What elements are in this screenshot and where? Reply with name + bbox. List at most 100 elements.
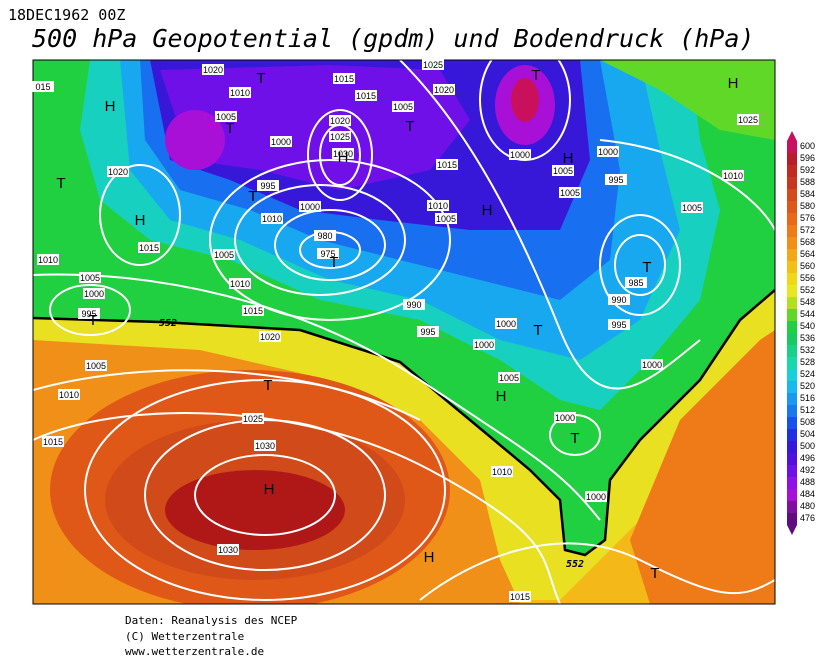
label-box [242,413,264,424]
label-box [433,84,455,95]
isobar-value: 1020 [330,116,350,126]
pressure-center: H [482,202,493,219]
colorbar-swatch [787,177,797,189]
label-box [329,131,351,142]
pressure-center: H [496,388,507,405]
label-box [608,319,630,330]
colorbar-swatch [787,369,797,381]
colorbar-label: 520 [800,381,815,391]
label-box [270,136,292,147]
label-box [257,180,279,191]
isobar-value: 1000 [300,202,320,212]
isobar-label: 1030 [254,440,276,451]
isobar-label: 1015 [436,159,458,170]
label-box [355,90,377,101]
label-box [333,73,355,84]
isobar-value: 1025 [243,414,263,424]
isobar-label: 1000 [554,412,576,423]
isobar-label: 1000 [270,136,292,147]
label-box [509,149,531,160]
field-band [511,78,539,122]
isobar-label: 1030 [217,544,239,555]
colorbar-label: 584 [800,189,815,199]
label-box [138,242,160,253]
isobar-value: 1020 [260,332,280,342]
isobar-label: 1005 [79,272,101,283]
isobar-label: 1000 [597,146,619,157]
colorbar-swatch [787,153,797,165]
colorbar-swatch [787,405,797,417]
label-box [329,115,351,126]
isobar-value: 1005 [436,214,456,224]
isobar-value: 1010 [230,88,250,98]
isobar-label: 1010 [229,87,251,98]
label-box [79,272,101,283]
isobar-label: 990 [608,294,630,305]
label-box [436,159,458,170]
colorbar-label: 476 [800,513,815,523]
isobar-label: 1005 [559,187,581,198]
isobar-label: 1000 [473,339,495,350]
pressure-center: T [531,67,540,84]
isobar-value: 1005 [682,203,702,213]
isobar-value: 1025 [423,60,443,70]
colorbar-swatch [787,189,797,201]
label-box [217,544,239,555]
isobar-label: 1000 [641,359,663,370]
isobar-value: 1000 [586,492,606,502]
colorbar-label: 536 [800,333,815,343]
isobar-value: 1015 [139,243,159,253]
isobar-value: 1005 [393,102,413,112]
isobar-label: 995 [257,180,279,191]
isobar-label: 1000 [299,201,321,212]
label-box [498,372,520,383]
pressure-center: T [329,254,338,271]
contour-label: 552 [566,559,584,570]
isobar-label: 1015 [355,90,377,101]
pressure-center: T [405,118,414,135]
label-box [332,148,354,159]
colorbar-label: 504 [800,429,815,439]
isobar-label: 1010 [37,254,59,265]
label-box [107,166,129,177]
isobar-label: 1015 [242,305,264,316]
label-box [608,294,630,305]
isobar-value: 1015 [243,306,263,316]
colorbar-label: 560 [800,261,815,271]
isobar-label: 1010 [229,278,251,289]
label-box [85,360,107,371]
pressure-center: H [728,75,739,92]
colorbar-label: 496 [800,453,815,463]
colorbar-swatch [787,429,797,441]
label-box [213,249,235,260]
isobar-label: 1000 [509,149,531,160]
isobar-label: 1025 [329,131,351,142]
colorbar-label: 564 [800,249,815,259]
colorbar-swatch [787,513,797,525]
isobar-label: 995 [605,174,627,185]
label-box [314,230,336,241]
isobar-label: 1015 [333,73,355,84]
isobar-value: 1005 [216,112,236,122]
colorbar-label: 580 [800,201,815,211]
pressure-center: T [263,377,272,394]
isobar-value: 1000 [84,289,104,299]
isobar-value: 1010 [428,201,448,211]
isobar-label: 1025 [737,114,759,125]
isobar-value: 1010 [262,214,282,224]
pressure-center: T [650,565,659,582]
label-box [427,200,449,211]
isobar-label: 1005 [85,360,107,371]
colorbar-label: 484 [800,489,815,499]
colorbar-label: 576 [800,213,815,223]
isobar-value: 1000 [474,340,494,350]
isobar-value: 1010 [492,467,512,477]
isobar-label: 995 [78,308,100,319]
colorbar-swatch [787,477,797,489]
colorbar-label: 512 [800,405,815,415]
colorbar-swatch [787,285,797,297]
pressure-center: H [338,149,349,166]
isobar-label: 990 [403,299,425,310]
isobar-label: 1005 [681,202,703,213]
colorbar-label: 540 [800,321,815,331]
